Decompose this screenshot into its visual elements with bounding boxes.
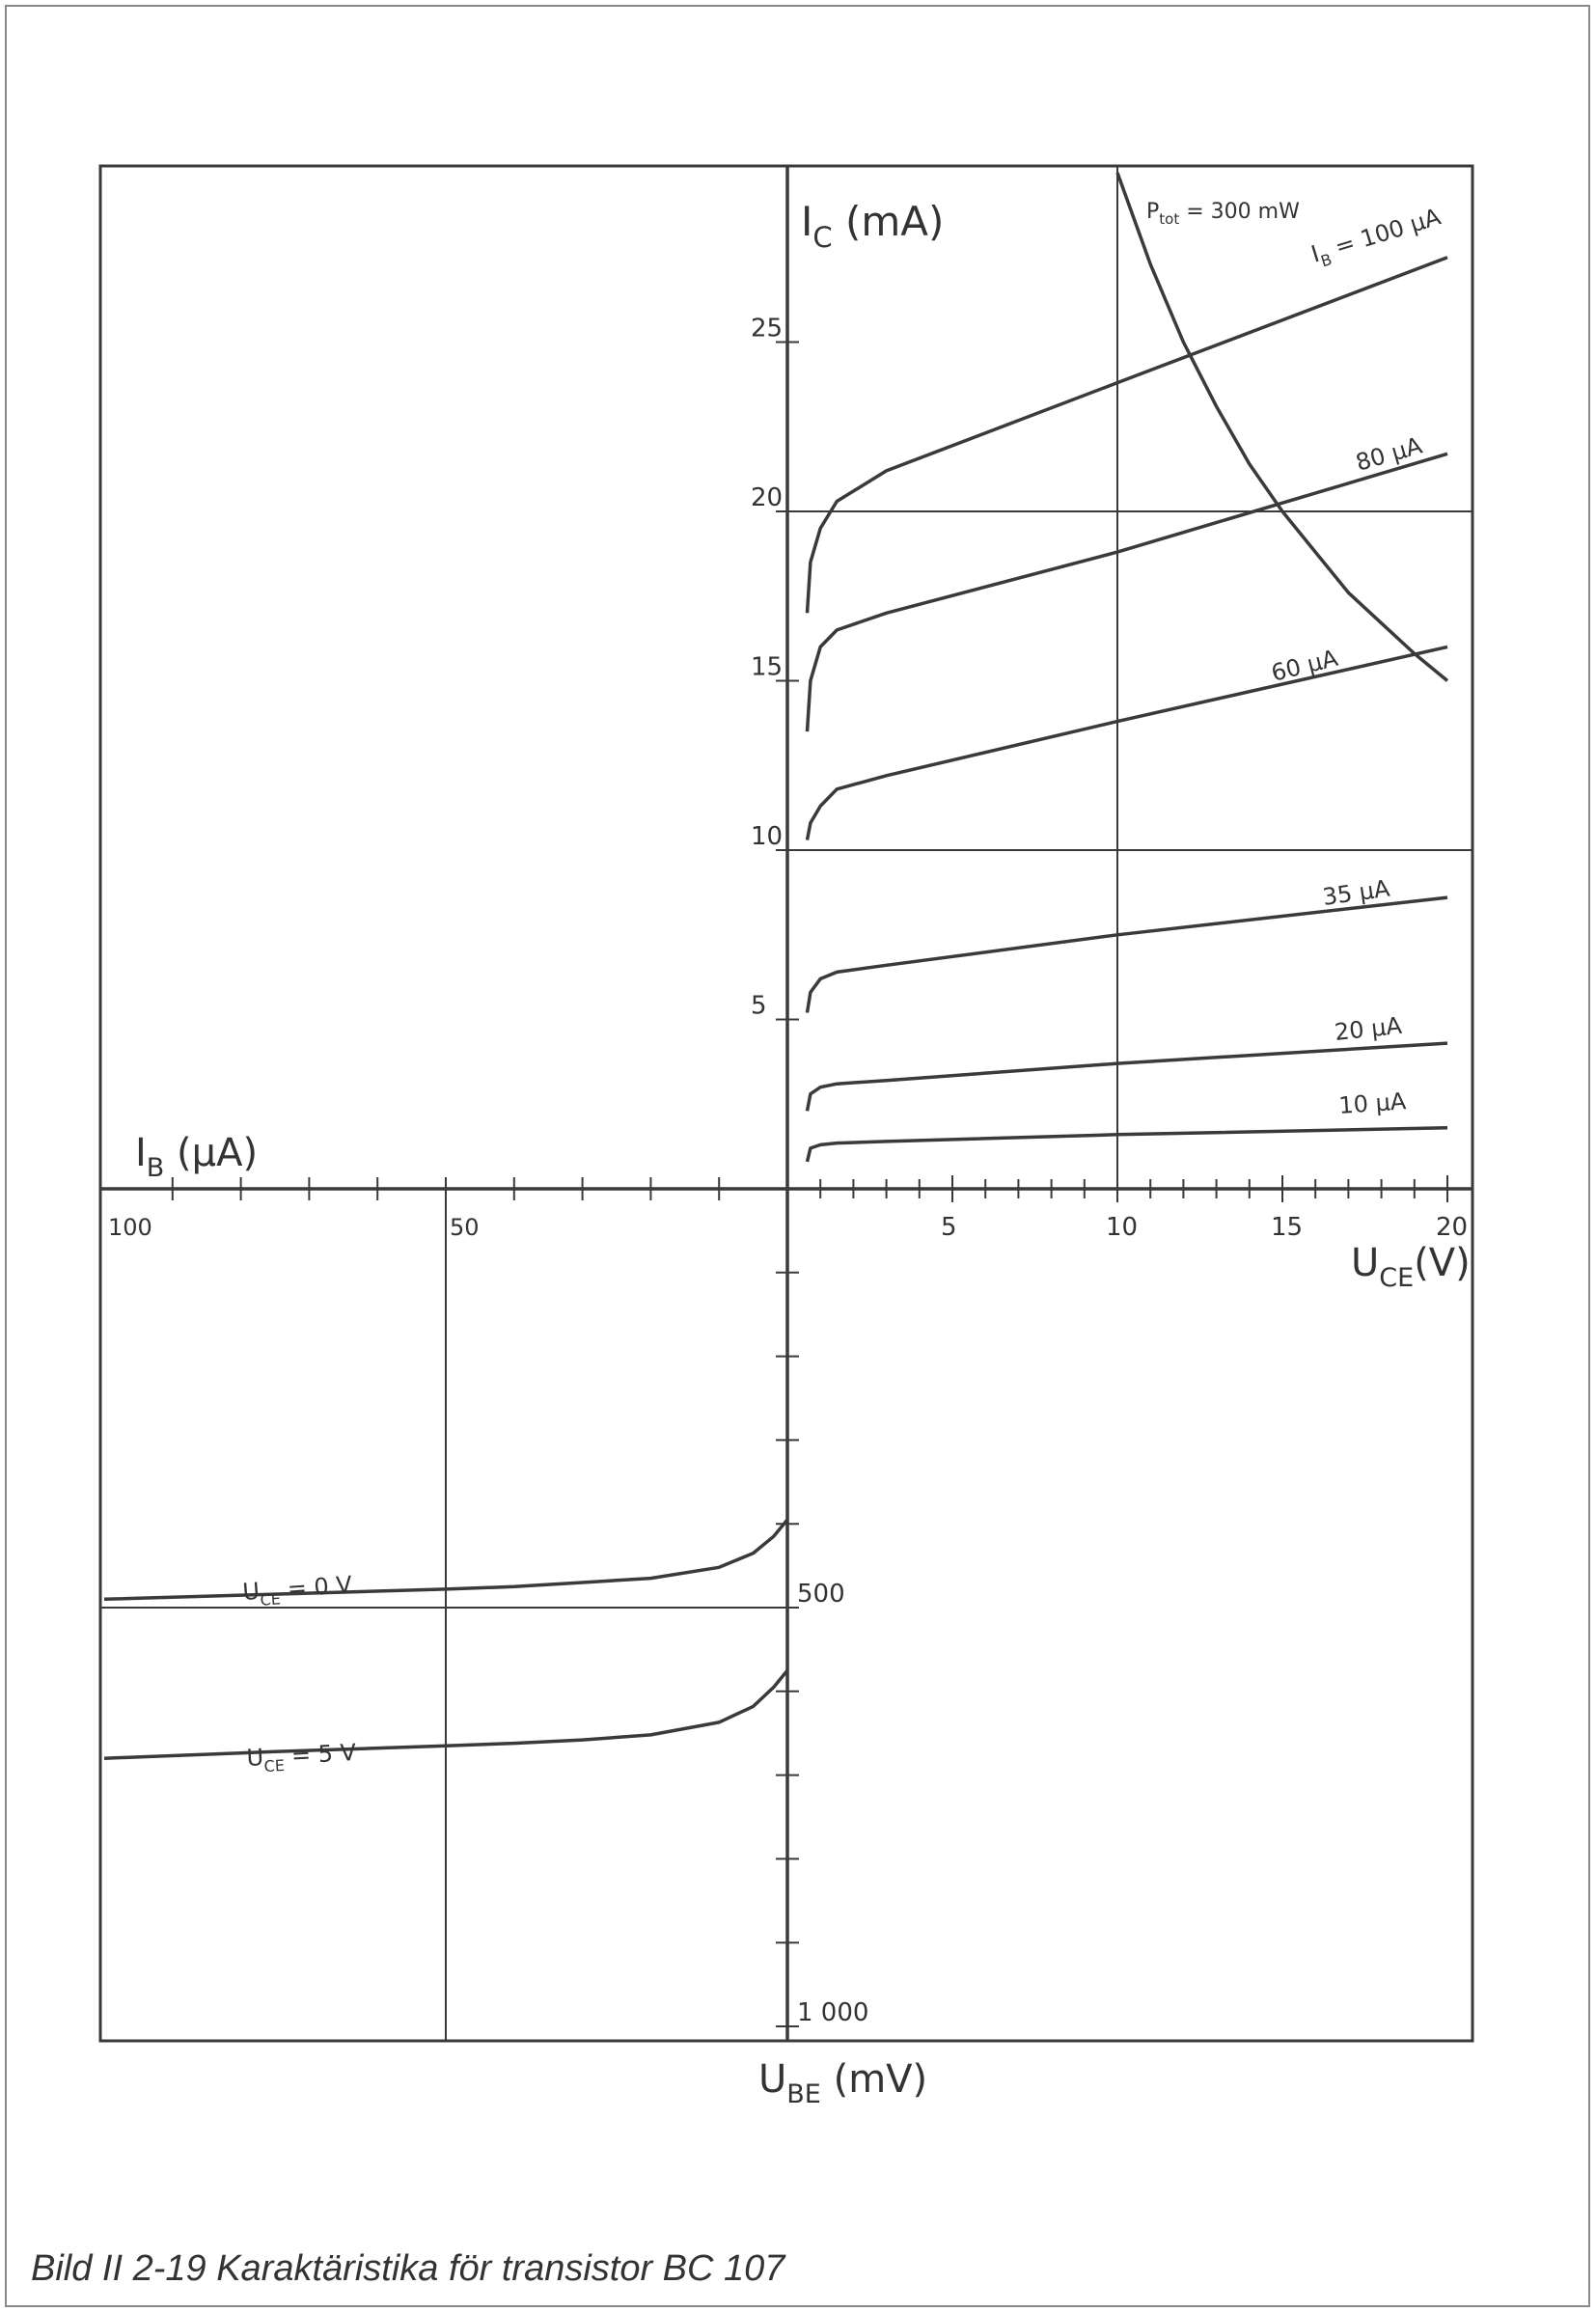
series-curve-input-0 — [103, 1518, 789, 1602]
label-layer: 5 10 15 20 5 10 15 20 25 100 50 500 1 000 IC (mA) UCE(… — [108, 198, 1471, 2109]
tick-label-ube-500: 500 — [797, 1580, 845, 1609]
series-label-uce-0: UCE = 0 V — [241, 1571, 353, 1610]
series-curve-output-2 — [805, 645, 1448, 840]
y-axis-label-ube: UBE (mV) — [758, 2057, 927, 2109]
tick-label-ic-25: 25 — [751, 315, 783, 344]
x-axis-label-uce: UCE(V) — [1351, 1241, 1471, 1293]
series-label-ib-20: 20 µA — [1334, 1012, 1404, 1046]
tick-label-ic-10: 10 — [751, 822, 783, 851]
tick-layer — [171, 341, 1448, 2027]
axes-layer — [98, 164, 1474, 2043]
figure-frame — [5, 5, 1590, 2307]
series-label-ptot: Ptot = 300 mW — [1146, 200, 1300, 228]
figure-caption: Bild II 2-19 Karaktäristika för transist… — [31, 2248, 785, 2289]
series-curve-output-4 — [805, 1041, 1448, 1112]
tick-label-uce-5: 5 — [941, 1213, 957, 1242]
transistor-characteristics-chart: 5 10 15 20 5 10 15 20 25 100 50 500 1 000 IC (mA) UCE(… — [98, 164, 1474, 2109]
series-curve-input-1 — [103, 1668, 789, 1760]
tick-label-ib-100: 100 — [108, 1214, 152, 1241]
series-curve-output-6 — [1115, 172, 1449, 682]
tick-label-ube-1000: 1 000 — [797, 1998, 868, 2027]
series-label-uce-5: UCE = 5 V — [246, 1739, 358, 1776]
tick-label-ic-15: 15 — [751, 653, 783, 682]
tick-label-uce-10: 10 — [1106, 1213, 1138, 1242]
series-label-ib-100: IB = 100 µA — [1308, 203, 1446, 272]
series-curve-output-1 — [805, 452, 1448, 732]
series-curve-output-0 — [805, 256, 1448, 614]
tick-label-uce-20: 20 — [1436, 1213, 1468, 1242]
tick-label-ic-5: 5 — [751, 992, 767, 1021]
series-curve-output-5 — [805, 1126, 1448, 1163]
tick-label-ic-20: 20 — [751, 483, 783, 512]
series-curve-output-3 — [805, 895, 1448, 1013]
tick-label-uce-15: 15 — [1271, 1213, 1303, 1242]
x-axis-label-ib: IB (µA) — [135, 1131, 258, 1183]
series-label-ib-10: 10 µA — [1337, 1087, 1407, 1119]
y-axis-label-ic: IC (mA) — [801, 198, 944, 254]
grid-lines — [100, 166, 1472, 2041]
series-layer — [103, 172, 1449, 1760]
tick-label-ib-50: 50 — [450, 1214, 480, 1241]
